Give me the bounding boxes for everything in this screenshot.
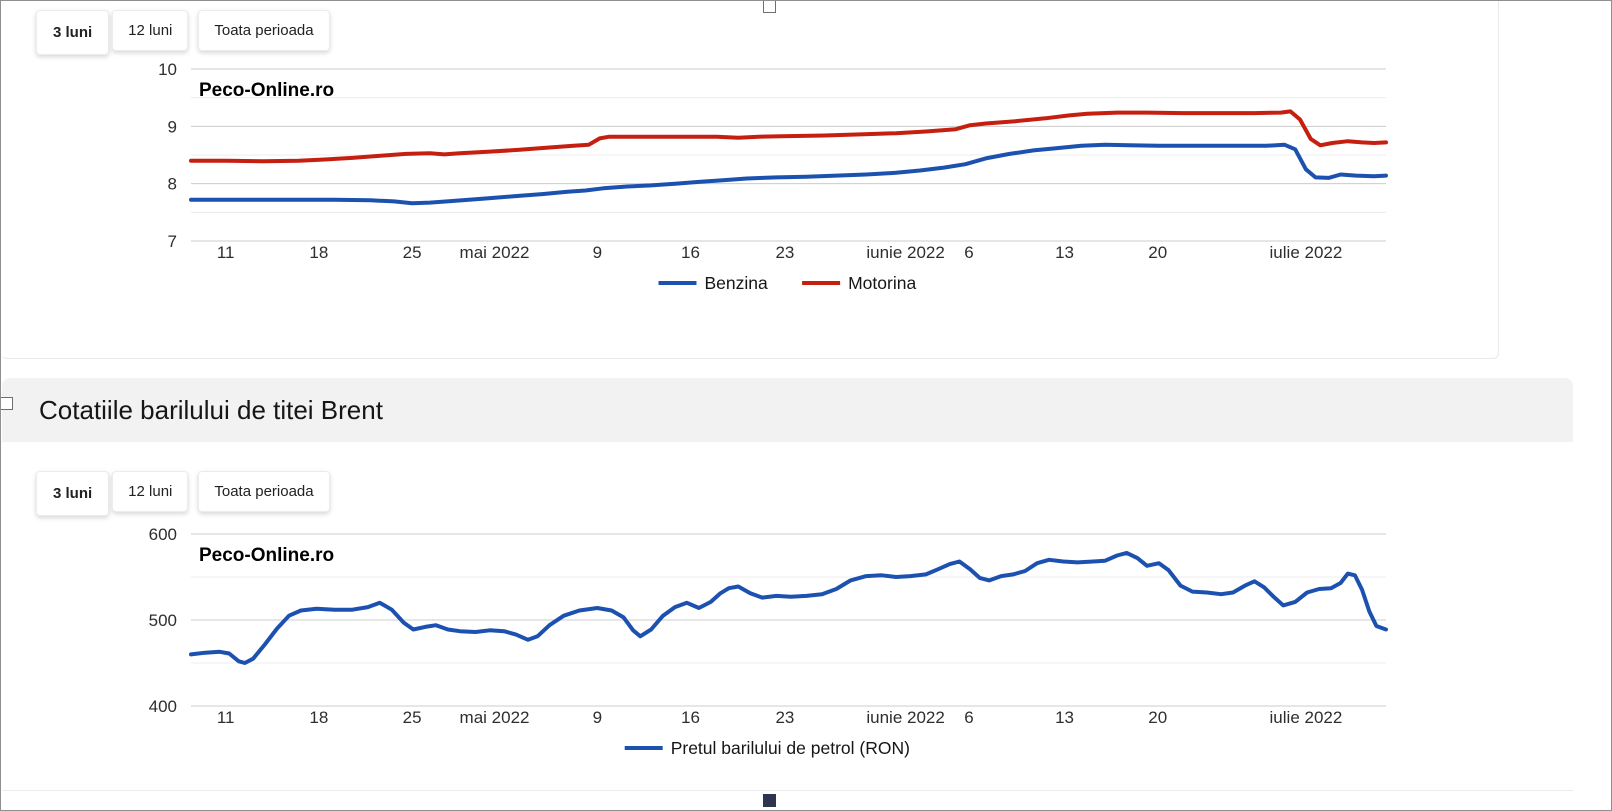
y-axis-tick-label: 600: [149, 525, 177, 544]
period-3luni-button-brent[interactable]: 3 luni: [36, 471, 110, 516]
x-axis-tick-label: iunie 2022: [866, 243, 944, 262]
x-axis-tick-label: 25: [403, 708, 422, 727]
y-axis-tick-label: 9: [168, 117, 177, 136]
x-axis-tick-label: 20: [1148, 708, 1167, 727]
legend-label: Benzina: [705, 273, 769, 293]
selection-handle-left[interactable]: [1, 397, 13, 410]
x-axis-tick-label: 23: [775, 708, 794, 727]
y-axis-tick-label: 7: [168, 232, 177, 251]
selection-handle-bottom[interactable]: [763, 794, 776, 807]
series-line[interactable]: [189, 142, 1388, 206]
series-line[interactable]: [189, 109, 1388, 164]
period-toata-perioada-button-brent[interactable]: Toata perioada: [198, 471, 330, 512]
x-axis-tick-label: 11: [217, 243, 235, 262]
watermark-text: Peco-Online.ro: [199, 545, 334, 566]
x-axis-tick-label: iunie 2022: [866, 708, 944, 727]
x-axis-tick-label: 11: [217, 708, 235, 727]
x-axis-tick-label: 23: [775, 243, 794, 262]
x-axis-tick-label: iulie 2022: [1270, 708, 1343, 727]
period-12luni-button-brent[interactable]: 12 luni: [112, 471, 189, 512]
period-12luni-button-fuel[interactable]: 12 luni: [112, 10, 189, 51]
fuel-prices-line-chart[interactable]: 7 8 9 10 11 18 25 mai 2022 9 16 23 iunie 2022 6 13 20 i…: [9, 51, 1489, 301]
section-title: Cotatiile barilului de titei Brent: [39, 394, 383, 425]
x-axis-tick-label: 13: [1055, 243, 1074, 262]
y-axis-tick-label: 400: [149, 697, 177, 716]
x-axis-tick-label: 9: [593, 708, 602, 727]
x-axis-tick-label: 25: [403, 243, 422, 262]
series-line[interactable]: [189, 550, 1388, 665]
period-selector-brent: 3 luni 12 luni Toata perioada: [36, 471, 330, 516]
x-axis-tick-label: mai 2022: [460, 708, 530, 727]
brent-price-line-chart[interactable]: 400 500 600 11 18 25 mai 2022 9 16 23 iunie 2022 6 1…: [9, 516, 1489, 766]
x-axis-tick-label: 13: [1055, 708, 1074, 727]
x-axis-tick-label: 16: [681, 708, 700, 727]
legend-label: Motorina: [848, 273, 916, 293]
x-axis-tick-label: 20: [1148, 243, 1167, 262]
x-axis-tick-label: 16: [681, 243, 700, 262]
x-axis-tick-label: 18: [309, 243, 328, 262]
x-axis-tick-label: iulie 2022: [1270, 243, 1343, 262]
y-axis-tick-label: 500: [149, 611, 177, 630]
x-axis-tick-label: 18: [309, 708, 328, 727]
y-axis-tick-label: 8: [168, 175, 177, 194]
watermark-text: Peco-Online.ro: [199, 80, 334, 101]
selection-handle-top[interactable]: [763, 1, 776, 13]
x-axis-tick-label: 6: [964, 708, 973, 727]
section-header: Cotatiile barilului de titei Brent: [2, 378, 1573, 442]
x-axis-tick-label: 6: [964, 243, 973, 262]
period-selector-fuel: 3 luni 12 luni Toata perioada: [36, 10, 330, 55]
legend-label: Pretul barilului de petrol (RON): [671, 738, 910, 758]
x-axis-tick-label: mai 2022: [460, 243, 530, 262]
period-3luni-button-fuel[interactable]: 3 luni: [36, 10, 110, 55]
y-axis-tick-label: 10: [158, 60, 177, 79]
period-toata-perioada-button-fuel[interactable]: Toata perioada: [198, 10, 330, 51]
x-axis-tick-label: 9: [593, 243, 602, 262]
